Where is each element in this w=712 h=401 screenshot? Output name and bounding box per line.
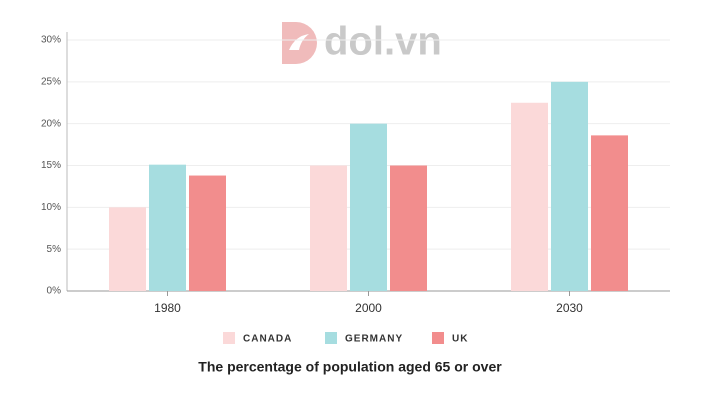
legend-swatch bbox=[325, 332, 337, 344]
bar bbox=[350, 123, 387, 292]
bar bbox=[511, 102, 548, 291]
bar bbox=[189, 175, 226, 291]
bar bbox=[390, 165, 427, 291]
y-tick-label: 15% bbox=[41, 160, 61, 171]
y-tick-label: 30% bbox=[41, 35, 61, 46]
y-tick-label: 0% bbox=[47, 286, 62, 297]
chart-title: The percentage of population aged 65 or … bbox=[198, 359, 502, 375]
watermark-logo bbox=[282, 22, 317, 64]
bar bbox=[310, 165, 347, 291]
y-tick-label: 5% bbox=[47, 244, 62, 255]
x-tick-label: 2030 bbox=[556, 301, 583, 315]
x-tick-label: 2000 bbox=[355, 301, 382, 315]
logo-leaf bbox=[289, 34, 309, 50]
y-tick-label: 20% bbox=[41, 118, 61, 129]
legend-swatch bbox=[223, 332, 235, 344]
legend-label: CANADA bbox=[243, 334, 292, 345]
y-tick-label: 10% bbox=[41, 202, 61, 213]
bar bbox=[149, 164, 186, 291]
legend-label: UK bbox=[452, 334, 468, 345]
bar bbox=[109, 207, 146, 291]
legend-label: GERMANY bbox=[345, 334, 403, 345]
y-tick-label: 25% bbox=[41, 76, 61, 87]
watermark: dol.vn bbox=[324, 20, 442, 64]
bar bbox=[551, 81, 588, 291]
bar bbox=[591, 135, 628, 291]
legend-swatch bbox=[432, 332, 444, 344]
x-tick-label: 1980 bbox=[154, 301, 181, 315]
